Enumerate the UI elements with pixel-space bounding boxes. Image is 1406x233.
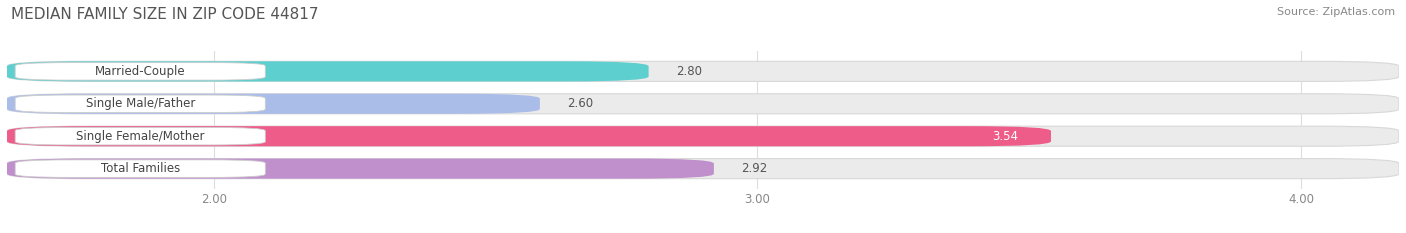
Text: 2.92: 2.92 (741, 162, 768, 175)
Text: Source: ZipAtlas.com: Source: ZipAtlas.com (1277, 7, 1395, 17)
FancyBboxPatch shape (15, 160, 266, 177)
FancyBboxPatch shape (7, 94, 1399, 114)
FancyBboxPatch shape (15, 127, 266, 145)
FancyBboxPatch shape (7, 94, 540, 114)
FancyBboxPatch shape (7, 126, 1052, 146)
FancyBboxPatch shape (7, 61, 1399, 81)
FancyBboxPatch shape (7, 159, 714, 179)
Text: Married-Couple: Married-Couple (96, 65, 186, 78)
FancyBboxPatch shape (7, 126, 1399, 146)
Text: Total Families: Total Families (101, 162, 180, 175)
Text: 3.54: 3.54 (993, 130, 1018, 143)
FancyBboxPatch shape (7, 159, 1399, 179)
FancyBboxPatch shape (15, 95, 266, 113)
Text: MEDIAN FAMILY SIZE IN ZIP CODE 44817: MEDIAN FAMILY SIZE IN ZIP CODE 44817 (11, 7, 319, 22)
Text: 2.80: 2.80 (676, 65, 702, 78)
Text: Single Female/Mother: Single Female/Mother (76, 130, 204, 143)
Text: 2.60: 2.60 (567, 97, 593, 110)
FancyBboxPatch shape (7, 61, 648, 81)
Text: Single Male/Father: Single Male/Father (86, 97, 195, 110)
FancyBboxPatch shape (15, 63, 266, 80)
